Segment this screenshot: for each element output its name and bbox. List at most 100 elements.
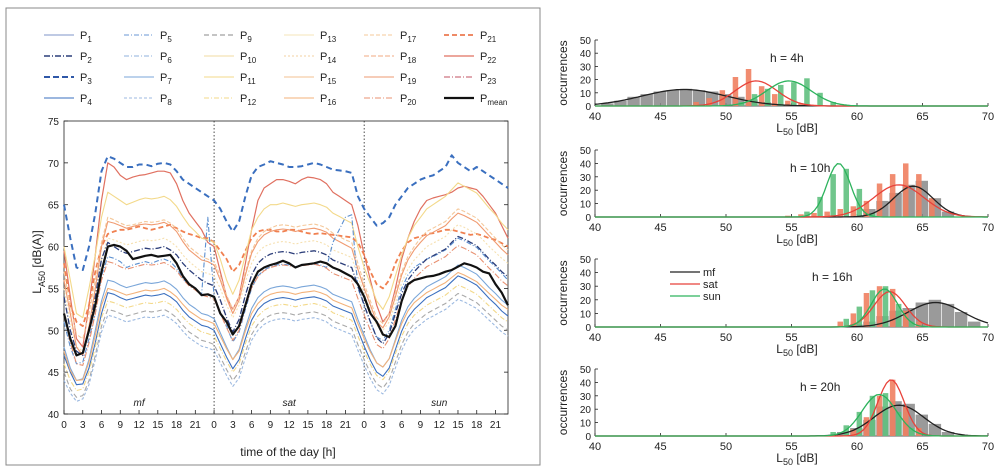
hist-bar-sat — [693, 102, 699, 106]
hist-ytick-label: 0 — [585, 102, 591, 113]
hist-bar-mf — [679, 88, 693, 106]
hist-bar-sat — [811, 213, 817, 217]
legend-label: P7 — [160, 72, 172, 86]
legend-label: P22 — [480, 51, 497, 65]
hist-xtick-label: 55 — [785, 441, 797, 453]
left-ylabel-main: L — [30, 287, 44, 294]
left-xtick-label: 0 — [361, 420, 367, 431]
legend-label: P20 — [400, 93, 417, 107]
left-xtick-label: 3 — [230, 420, 236, 431]
hist-ytick-label: 0 — [585, 323, 591, 334]
legend-label: P19 — [400, 72, 417, 86]
hist-bar-mf — [601, 103, 614, 106]
hist-xtick-label: 50 — [720, 332, 732, 344]
fit-curve-sun — [595, 163, 988, 218]
hist-xtick-label: 70 — [982, 222, 994, 234]
hist-xtick-label: 40 — [589, 111, 601, 123]
hist-ylabel: occurrences — [556, 370, 570, 435]
hist-bar-sat — [876, 286, 883, 327]
left-xtick-label: 9 — [118, 420, 124, 431]
left-ytick-label: 55 — [48, 284, 60, 295]
hist-xtick-label: 65 — [916, 332, 928, 344]
hist-bar-sun — [778, 84, 784, 106]
right-legend-label: sat — [703, 279, 718, 291]
hist-bar-sat — [798, 103, 804, 106]
hist-xtick-label: 45 — [654, 332, 666, 344]
hist-ytick-label: 40 — [580, 269, 592, 280]
hist-xtick-label: 55 — [785, 222, 797, 234]
legend-label: P18 — [400, 51, 417, 65]
left-segment-label: sat — [282, 398, 297, 409]
series-line-p4 — [63, 275, 509, 386]
left-ytick-label: 75 — [48, 117, 60, 128]
hist-bar-mf — [941, 211, 955, 217]
left-xtick-label: 3 — [380, 420, 386, 431]
left-xtick-label: 21 — [340, 420, 352, 431]
hist-bar-sun — [817, 196, 823, 217]
hist-bar-sat — [876, 183, 883, 217]
hist-ytick-label: 20 — [580, 405, 592, 416]
left-xtick-label: 6 — [99, 420, 105, 431]
left-xtick-label: 12 — [434, 420, 446, 431]
series-line-p9 — [63, 292, 509, 398]
hist-bar-mf — [928, 299, 942, 327]
right-legend-label: sun — [703, 291, 721, 303]
series-line-p14 — [63, 224, 509, 352]
hist-ytick-label: 20 — [580, 186, 592, 197]
hist-ytick-label: 40 — [580, 159, 592, 170]
hist-ylabel: occurrences — [556, 260, 570, 325]
fit-curve-sun — [595, 288, 988, 328]
series-line-p2 — [63, 235, 509, 357]
left-xtick-label: 21 — [490, 420, 502, 431]
hist-xtick-label: 40 — [589, 441, 601, 453]
hist-xtick-label: 45 — [654, 111, 666, 123]
left-xtick-label: 9 — [268, 420, 274, 431]
hist-xtick-label: 60 — [851, 111, 863, 123]
legend-label: P14 — [320, 51, 337, 65]
hist-bar-sat — [837, 209, 843, 217]
hist-bar-sat — [785, 100, 791, 106]
hist-xtick-label: 45 — [654, 441, 666, 453]
legend-label: P8 — [160, 93, 172, 107]
hist-bar-sun — [909, 428, 915, 436]
hist-bar-sat — [889, 379, 896, 436]
series-line-p16 — [63, 271, 509, 382]
hist-ylabel: occurrences — [556, 151, 570, 216]
legend-label: P9 — [240, 30, 252, 44]
left-plot-series — [62, 154, 509, 402]
hist-bar-sat — [916, 174, 922, 217]
panel-title: h = 20h — [800, 380, 840, 394]
hist-xtick-label: 70 — [982, 111, 994, 123]
legend-label: P12 — [240, 93, 257, 107]
left-xtick-label: 18 — [321, 420, 333, 431]
left-xlabel: time of the day [h] — [240, 445, 335, 459]
hist-xtick-label: 60 — [851, 441, 863, 453]
hist-xtick-label: 70 — [982, 332, 994, 344]
hist-bar-sun — [804, 211, 810, 217]
series-line-p17 — [63, 208, 509, 340]
hist-bar-sat — [706, 98, 712, 106]
hist-bar-mf — [640, 94, 653, 106]
left-xtick-label: 6 — [399, 420, 405, 431]
series-line-p13 — [63, 182, 509, 319]
histogram-panel-4: 0 10 20 30 40 50 40 45 50 55 60 65 70 h = 20h occurren… — [556, 365, 994, 467]
hist-bar-sat — [876, 395, 883, 436]
series-line-p21 — [63, 223, 509, 328]
hist-xtick-label: 65 — [916, 441, 928, 453]
histogram-panel-1: 0 10 20 30 40 50 40 45 50 55 60 65 70 h = 4h occurrenc… — [556, 36, 994, 137]
hist-bar-mf — [968, 321, 981, 327]
right-legend-label: mf — [703, 267, 716, 279]
left-xtick-label: 6 — [249, 420, 255, 431]
left-xtick-label: 12 — [284, 420, 296, 431]
hist-xtick-label: 60 — [851, 222, 863, 234]
hist-xtick-label: 50 — [720, 111, 732, 123]
legend-label: P16 — [320, 93, 337, 107]
hist-xtick-label: 60 — [851, 332, 863, 344]
hist-bar-sat — [758, 86, 765, 106]
hist-ytick-label: 50 — [580, 36, 592, 47]
series-line-p12 — [63, 284, 509, 392]
hist-bar-mf — [627, 96, 640, 106]
hist-xtick-label: 55 — [785, 111, 797, 123]
